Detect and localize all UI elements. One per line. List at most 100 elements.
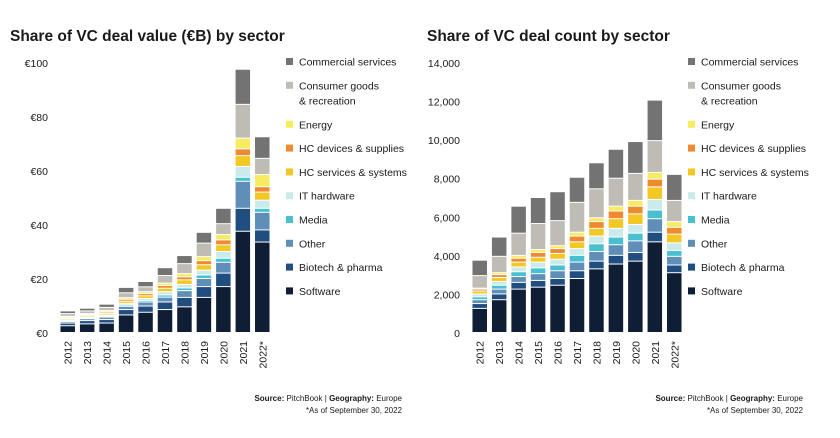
bar-segment: [492, 278, 507, 281]
bar-segment: [472, 304, 487, 308]
x-tick-label: 2017: [160, 341, 172, 365]
bar-segment: [177, 256, 192, 263]
bar-segment: [589, 269, 604, 332]
bar-segment: [60, 314, 74, 316]
bar-segment: [119, 307, 134, 309]
bar-segment: [119, 288, 134, 292]
bar-segment: [255, 213, 270, 230]
bar-segment: [628, 234, 643, 241]
bar-segment: [609, 179, 624, 206]
bar-segment: [570, 256, 585, 262]
bar-segment: [158, 302, 173, 309]
bar-segment: [472, 297, 487, 299]
bar-segment: [236, 167, 251, 177]
bar-segment: [648, 211, 663, 219]
legend-label: Media: [299, 215, 328, 227]
bar-segment: [570, 249, 585, 255]
bar-segment: [550, 260, 565, 265]
legend-label: Consumer goods& recreation: [701, 80, 781, 107]
bar-segment: [648, 233, 663, 242]
bar-segment: [177, 291, 192, 297]
bar-segment: [99, 320, 114, 323]
bar-segment: [609, 238, 624, 245]
legend-label: Biotech & pharma: [299, 262, 383, 274]
bar-segment: [589, 222, 604, 228]
bar-segment: [236, 139, 251, 149]
bar-segment: [138, 313, 153, 332]
bar-segment: [197, 265, 212, 269]
bar-segment: [80, 321, 95, 323]
y-axis: €0€20€40€60€80€100: [25, 58, 49, 340]
bar-segment: [197, 298, 212, 332]
bar-segment: [550, 192, 565, 220]
x-tick-label: 2015: [121, 341, 133, 365]
legend-swatch: [286, 168, 293, 175]
bar-segment: [667, 273, 682, 332]
y-tick-label: €80: [30, 112, 48, 124]
bar-segment: [589, 244, 604, 251]
legend-label: Commercial services: [299, 57, 396, 69]
deal-value-chart: Share of VC deal value (€B) by sector €0…: [10, 28, 407, 415]
bar-segment: [216, 209, 231, 223]
legend-swatch: [286, 192, 293, 199]
legend-swatch: [286, 240, 293, 247]
bar-segment: [177, 277, 192, 279]
bar-segment: [236, 182, 251, 208]
legend-label: Other: [299, 238, 326, 250]
bar-segment: [648, 242, 663, 332]
bar-segment: [158, 310, 173, 332]
bar-segment: [609, 265, 624, 332]
legend-swatch: [286, 264, 293, 271]
y-tick-label: €100: [25, 58, 49, 70]
bar-segment: [648, 219, 663, 232]
bar-segment: [472, 294, 487, 296]
y-tick-label: 2,000: [434, 289, 460, 301]
bar-segment: [609, 245, 624, 255]
legend-swatch: [688, 287, 695, 294]
bar-segment: [511, 234, 526, 255]
bar-segment: [648, 141, 663, 172]
bar-segment: [472, 292, 487, 294]
bar-segment: [589, 237, 604, 244]
bar-segment: [492, 282, 507, 285]
bars: [472, 101, 681, 332]
legend-label: HC services & systems: [299, 167, 407, 179]
bar-segment: [570, 237, 585, 242]
bar-segment: [511, 267, 526, 271]
bar-segment: [216, 259, 231, 262]
bar-segment: [197, 261, 212, 264]
bar-segment: [255, 243, 270, 332]
bar-segment: [80, 311, 95, 313]
bar-segment: [628, 174, 643, 200]
bar-segment: [531, 253, 546, 257]
bar-segment: [236, 232, 251, 332]
bar-segment: [511, 259, 526, 262]
bar-segment: [550, 271, 565, 278]
bar-segment: [216, 240, 231, 244]
source-note: Source: PitchBook | Geography: Europe: [655, 394, 803, 403]
bar-segment: [216, 274, 231, 287]
bar-segment: [197, 275, 212, 278]
x-tick-label: 2019: [199, 341, 211, 365]
bar-segment: [236, 70, 251, 104]
legend-swatch: [688, 168, 695, 175]
y-tick-label: €40: [30, 220, 48, 232]
legend-swatch: [688, 82, 695, 89]
bar-segment: [531, 224, 546, 249]
bar-segment: [138, 294, 153, 295]
y-tick-label: 12,000: [428, 97, 460, 109]
bar-segment: [177, 285, 192, 288]
bar-segment: [531, 198, 546, 223]
legend-label: Commercial services: [701, 57, 798, 69]
bar-segment: [667, 201, 682, 221]
bar-segment: [138, 292, 153, 293]
bar-segment: [492, 300, 507, 332]
x-tick-label: 2019: [611, 341, 623, 365]
bar-segment: [511, 263, 526, 267]
bar-segment: [177, 298, 192, 306]
bar-segment: [511, 283, 526, 289]
